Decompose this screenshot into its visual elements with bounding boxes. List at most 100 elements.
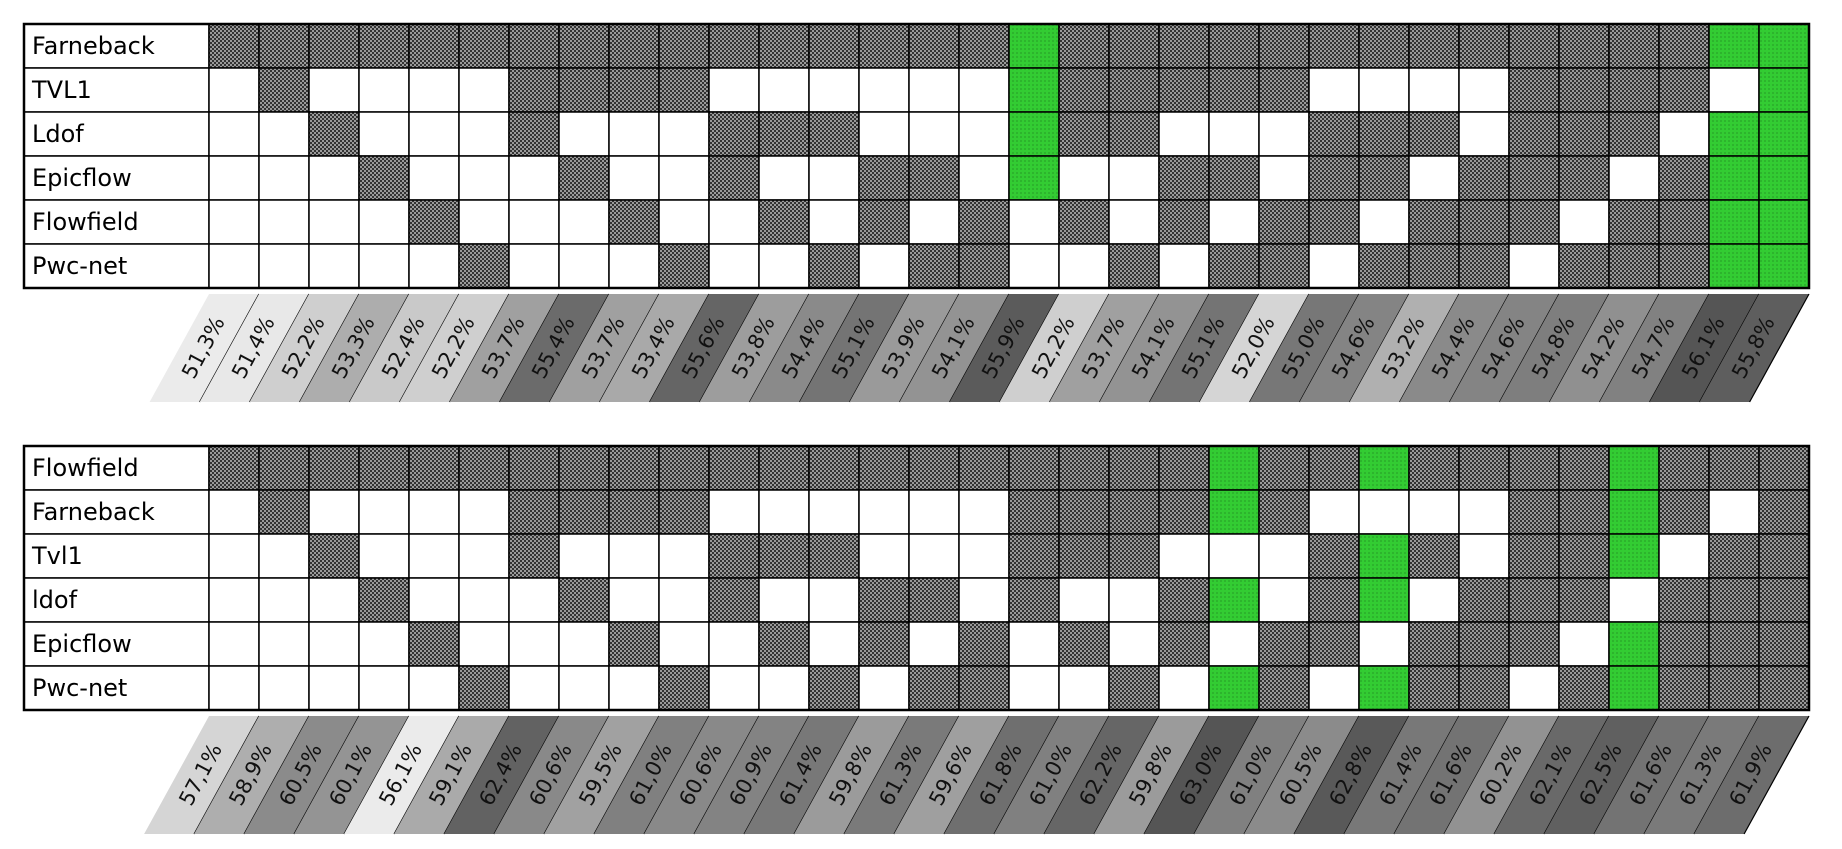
cell — [1508, 621, 1560, 667]
cell — [1708, 665, 1760, 711]
cell — [1158, 23, 1210, 69]
cell — [1208, 665, 1260, 711]
cell — [1558, 533, 1610, 579]
value-cell — [1544, 716, 1659, 834]
cell — [208, 577, 260, 623]
cell — [208, 665, 260, 711]
cell — [1708, 489, 1760, 535]
cell — [408, 67, 460, 113]
cell — [608, 111, 660, 157]
value-cell — [699, 294, 809, 402]
cell — [408, 445, 460, 491]
cell — [1008, 67, 1060, 113]
cell — [758, 67, 810, 113]
cell — [1158, 243, 1210, 289]
cell — [858, 243, 910, 289]
cell — [1258, 243, 1310, 289]
value-cell — [894, 716, 1009, 834]
cell — [358, 533, 410, 579]
row-label: ldof — [32, 586, 78, 614]
cell — [258, 111, 310, 157]
cell — [508, 67, 560, 113]
cell — [1308, 621, 1360, 667]
cell — [458, 67, 510, 113]
cell — [308, 199, 360, 245]
cell — [508, 23, 560, 69]
cell — [1358, 199, 1410, 245]
cell — [908, 67, 960, 113]
cell — [1208, 489, 1260, 535]
cell — [508, 577, 560, 623]
cell — [1758, 621, 1810, 667]
cell — [458, 23, 510, 69]
value-cell — [1249, 294, 1359, 402]
cell — [1708, 577, 1760, 623]
value-cell — [549, 294, 659, 402]
cell — [1208, 199, 1260, 245]
value-cell — [1549, 294, 1659, 402]
cell — [408, 533, 460, 579]
cell — [358, 489, 410, 535]
cell — [1108, 445, 1160, 491]
cell — [208, 489, 260, 535]
cell — [658, 199, 710, 245]
cell — [708, 577, 760, 623]
cell — [208, 155, 260, 201]
cell — [608, 67, 660, 113]
cell — [1358, 445, 1410, 491]
cell — [258, 577, 310, 623]
cell — [1358, 489, 1410, 535]
cell — [758, 621, 810, 667]
cell — [258, 533, 310, 579]
cell — [1058, 155, 1110, 201]
value-cell — [494, 716, 609, 834]
cell — [1308, 533, 1360, 579]
cell — [1058, 67, 1110, 113]
grid-border — [22, 444, 1811, 712]
cell — [1258, 155, 1310, 201]
cell — [1458, 665, 1510, 711]
cell — [1758, 489, 1810, 535]
cell — [1508, 23, 1560, 69]
cell — [608, 533, 660, 579]
row-label-cell — [23, 23, 210, 69]
cell — [308, 67, 360, 113]
cell — [1308, 67, 1360, 113]
cell — [1408, 155, 1460, 201]
value-cell — [244, 716, 359, 834]
cell — [1008, 23, 1060, 69]
cell — [1008, 155, 1060, 201]
cell — [308, 665, 360, 711]
value-cell — [1149, 294, 1259, 402]
cell — [658, 621, 710, 667]
cell — [1208, 155, 1260, 201]
cell — [608, 577, 660, 623]
cell — [358, 445, 410, 491]
value-cell — [294, 716, 409, 834]
cell — [708, 243, 760, 289]
grid-border — [22, 22, 1811, 290]
cell — [858, 155, 910, 201]
cell — [358, 23, 410, 69]
cell — [1008, 577, 1060, 623]
cell — [1608, 621, 1660, 667]
cell — [1308, 23, 1360, 69]
value-cell — [1049, 294, 1159, 402]
cell — [1458, 155, 1510, 201]
value-cell — [1349, 294, 1459, 402]
cell — [608, 445, 660, 491]
cell — [1508, 243, 1560, 289]
cell — [1208, 111, 1260, 157]
cell — [258, 665, 310, 711]
cell — [558, 621, 610, 667]
cell — [758, 533, 810, 579]
cell — [808, 23, 860, 69]
cell — [658, 243, 710, 289]
value-cell — [144, 716, 259, 834]
cell — [808, 67, 860, 113]
value-cell — [544, 716, 659, 834]
cell — [1358, 111, 1410, 157]
cell — [1358, 243, 1410, 289]
cell — [1508, 111, 1560, 157]
